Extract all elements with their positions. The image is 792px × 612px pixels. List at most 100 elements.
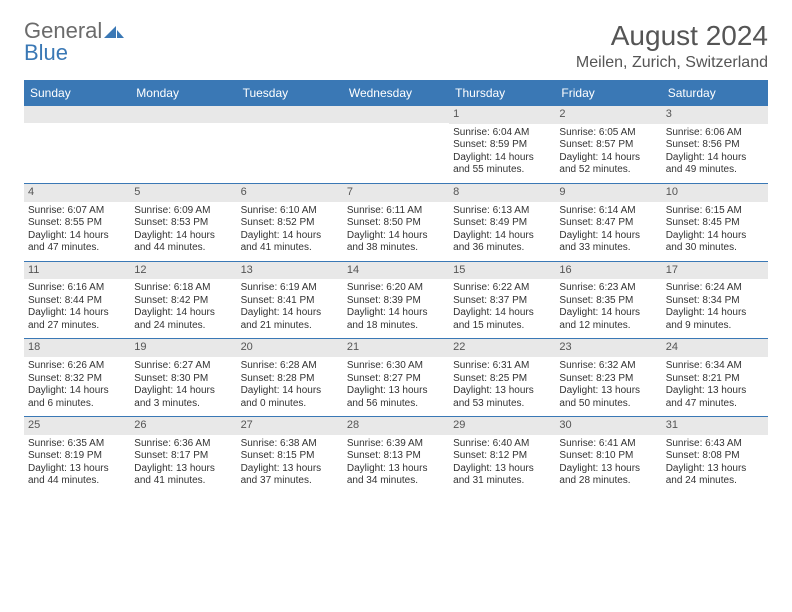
week-row: 1Sunrise: 6:04 AMSunset: 8:59 PMDaylight… [24, 106, 768, 184]
daylight1-text: Daylight: 14 hours [347, 307, 445, 320]
sunrise-text: Sunrise: 6:05 AM [559, 127, 657, 140]
day-number: 27 [237, 417, 343, 435]
logo: GeneralBlue [24, 20, 126, 64]
daylight2-text: and 6 minutes. [28, 398, 126, 411]
sunrise-text: Sunrise: 6:16 AM [28, 282, 126, 295]
day-number: 31 [662, 417, 768, 435]
day-cell: 10Sunrise: 6:15 AMSunset: 8:45 PMDayligh… [662, 184, 768, 261]
daylight1-text: Daylight: 14 hours [28, 307, 126, 320]
sunset-text: Sunset: 8:59 PM [453, 139, 551, 152]
sunrise-text: Sunrise: 6:34 AM [666, 360, 764, 373]
weekday-header: Thursday [449, 80, 555, 106]
daylight1-text: Daylight: 13 hours [559, 463, 657, 476]
sunrise-text: Sunrise: 6:19 AM [241, 282, 339, 295]
month-title: August 2024 [576, 20, 768, 52]
location-text: Meilen, Zurich, Switzerland [576, 54, 768, 72]
day-number: 5 [130, 184, 236, 202]
daylight1-text: Daylight: 13 hours [347, 463, 445, 476]
day-cell: 23Sunrise: 6:32 AMSunset: 8:23 PMDayligh… [555, 339, 661, 416]
daylight1-text: Daylight: 13 hours [559, 385, 657, 398]
daylight1-text: Daylight: 14 hours [559, 230, 657, 243]
sunrise-text: Sunrise: 6:36 AM [134, 438, 232, 451]
daylight1-text: Daylight: 13 hours [28, 463, 126, 476]
weekday-header: Monday [130, 80, 236, 106]
weekday-header: Saturday [662, 80, 768, 106]
daylight2-text: and 12 minutes. [559, 320, 657, 333]
sunrise-text: Sunrise: 6:10 AM [241, 205, 339, 218]
daylight2-text: and 15 minutes. [453, 320, 551, 333]
daylight2-text: and 0 minutes. [241, 398, 339, 411]
daylight2-text: and 56 minutes. [347, 398, 445, 411]
sunrise-text: Sunrise: 6:13 AM [453, 205, 551, 218]
sunset-text: Sunset: 8:19 PM [28, 450, 126, 463]
sunrise-text: Sunrise: 6:27 AM [134, 360, 232, 373]
day-cell [343, 106, 449, 183]
sunset-text: Sunset: 8:44 PM [28, 295, 126, 308]
daylight2-text: and 44 minutes. [134, 242, 232, 255]
day-cell: 25Sunrise: 6:35 AMSunset: 8:19 PMDayligh… [24, 417, 130, 494]
day-cell: 9Sunrise: 6:14 AMSunset: 8:47 PMDaylight… [555, 184, 661, 261]
week-row: 4Sunrise: 6:07 AMSunset: 8:55 PMDaylight… [24, 184, 768, 262]
weekday-header: Wednesday [343, 80, 449, 106]
weekday-header: Friday [555, 80, 661, 106]
sunrise-text: Sunrise: 6:30 AM [347, 360, 445, 373]
sunset-text: Sunset: 8:57 PM [559, 139, 657, 152]
day-cell: 17Sunrise: 6:24 AMSunset: 8:34 PMDayligh… [662, 262, 768, 339]
sunrise-text: Sunrise: 6:38 AM [241, 438, 339, 451]
daylight1-text: Daylight: 14 hours [241, 385, 339, 398]
day-number: 23 [555, 339, 661, 357]
daylight1-text: Daylight: 13 hours [241, 463, 339, 476]
day-number: 8 [449, 184, 555, 202]
day-number: 15 [449, 262, 555, 280]
day-cell: 19Sunrise: 6:27 AMSunset: 8:30 PMDayligh… [130, 339, 236, 416]
sunrise-text: Sunrise: 6:35 AM [28, 438, 126, 451]
day-number: 21 [343, 339, 449, 357]
sunrise-text: Sunrise: 6:26 AM [28, 360, 126, 373]
daylight2-text: and 27 minutes. [28, 320, 126, 333]
daylight2-text: and 9 minutes. [666, 320, 764, 333]
daylight2-text: and 33 minutes. [559, 242, 657, 255]
day-number [130, 106, 236, 123]
day-cell: 6Sunrise: 6:10 AMSunset: 8:52 PMDaylight… [237, 184, 343, 261]
sunset-text: Sunset: 8:42 PM [134, 295, 232, 308]
day-cell: 24Sunrise: 6:34 AMSunset: 8:21 PMDayligh… [662, 339, 768, 416]
day-cell: 21Sunrise: 6:30 AMSunset: 8:27 PMDayligh… [343, 339, 449, 416]
daylight1-text: Daylight: 14 hours [28, 230, 126, 243]
daylight1-text: Daylight: 14 hours [134, 230, 232, 243]
weekday-header: Tuesday [237, 80, 343, 106]
sunrise-text: Sunrise: 6:22 AM [453, 282, 551, 295]
day-number: 10 [662, 184, 768, 202]
sunset-text: Sunset: 8:52 PM [241, 217, 339, 230]
sunrise-text: Sunrise: 6:18 AM [134, 282, 232, 295]
daylight2-text: and 38 minutes. [347, 242, 445, 255]
daylight1-text: Daylight: 14 hours [559, 152, 657, 165]
day-cell [24, 106, 130, 183]
day-cell: 4Sunrise: 6:07 AMSunset: 8:55 PMDaylight… [24, 184, 130, 261]
day-cell: 22Sunrise: 6:31 AMSunset: 8:25 PMDayligh… [449, 339, 555, 416]
daylight1-text: Daylight: 14 hours [134, 385, 232, 398]
day-cell: 28Sunrise: 6:39 AMSunset: 8:13 PMDayligh… [343, 417, 449, 494]
weekday-header-row: SundayMondayTuesdayWednesdayThursdayFrid… [24, 80, 768, 106]
sunrise-text: Sunrise: 6:20 AM [347, 282, 445, 295]
daylight2-text: and 3 minutes. [134, 398, 232, 411]
day-cell: 27Sunrise: 6:38 AMSunset: 8:15 PMDayligh… [237, 417, 343, 494]
day-number: 13 [237, 262, 343, 280]
daylight2-text: and 24 minutes. [666, 475, 764, 488]
day-number: 12 [130, 262, 236, 280]
sunrise-text: Sunrise: 6:09 AM [134, 205, 232, 218]
sunrise-text: Sunrise: 6:28 AM [241, 360, 339, 373]
day-cell: 3Sunrise: 6:06 AMSunset: 8:56 PMDaylight… [662, 106, 768, 183]
sunset-text: Sunset: 8:56 PM [666, 139, 764, 152]
daylight1-text: Daylight: 14 hours [347, 230, 445, 243]
day-number [237, 106, 343, 123]
sunrise-text: Sunrise: 6:31 AM [453, 360, 551, 373]
sunset-text: Sunset: 8:10 PM [559, 450, 657, 463]
sunset-text: Sunset: 8:13 PM [347, 450, 445, 463]
sunset-text: Sunset: 8:30 PM [134, 373, 232, 386]
sunrise-text: Sunrise: 6:23 AM [559, 282, 657, 295]
daylight1-text: Daylight: 13 hours [666, 385, 764, 398]
day-number: 29 [449, 417, 555, 435]
daylight2-text: and 49 minutes. [666, 164, 764, 177]
sunrise-text: Sunrise: 6:15 AM [666, 205, 764, 218]
sunset-text: Sunset: 8:49 PM [453, 217, 551, 230]
